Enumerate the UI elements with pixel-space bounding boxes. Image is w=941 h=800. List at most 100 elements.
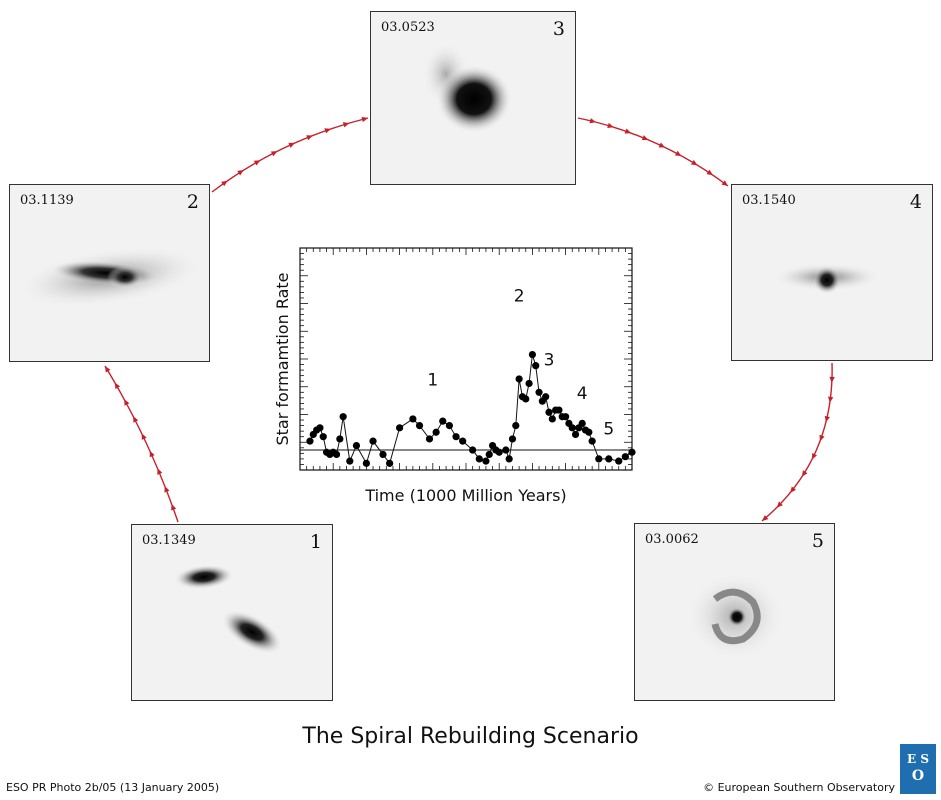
stage-number: 1: [309, 531, 322, 553]
data-point: [362, 459, 370, 467]
data-point: [316, 424, 324, 432]
data-point: [605, 455, 613, 463]
data-point: [535, 388, 543, 396]
arrowhead: [801, 470, 808, 477]
arrowhead: [721, 180, 728, 186]
data-point: [508, 435, 517, 443]
arrowhead: [624, 128, 632, 134]
arrowhead: [141, 433, 147, 440]
data-point: [432, 428, 440, 436]
data-point: [396, 424, 404, 432]
arrowhead: [288, 142, 295, 148]
data-point: [386, 459, 394, 467]
data-point: [571, 430, 580, 439]
data-point: [515, 375, 523, 383]
arrowhead: [253, 160, 261, 166]
data-point: [512, 422, 520, 430]
data-point: [585, 428, 593, 436]
stage-number: 5: [811, 530, 824, 552]
data-point: [505, 455, 513, 463]
stage-annotation: 2: [514, 286, 525, 306]
data-point: [415, 422, 424, 430]
data-point: [332, 450, 341, 459]
data-point: [495, 448, 503, 456]
data-point: [452, 433, 460, 441]
star-formation-chart: 1 2 3 45 Time (1000 Million Years) Star forma…: [273, 247, 636, 505]
y-axis-label: Star formamtion Rate: [273, 272, 292, 445]
data-point: [319, 433, 327, 441]
arrowhead: [306, 135, 313, 141]
arrowhead: [114, 382, 121, 390]
galaxy-image-2: [15, 246, 205, 308]
x-axis-label: Time (1000 Million Years): [364, 486, 566, 505]
arrowhead: [811, 452, 818, 460]
data-point: [482, 457, 490, 465]
data-point: [379, 450, 387, 459]
arrowhead: [124, 399, 130, 406]
data-point: [445, 422, 453, 430]
arrowhead: [827, 396, 834, 403]
data-point: [459, 437, 467, 445]
data-point: [425, 435, 434, 443]
galaxy-panel-3: 03.0523 3: [370, 11, 576, 185]
data-point: [409, 415, 417, 423]
copyright-notice: © European Southern Observatory: [703, 781, 895, 794]
eso-logo-letters: E S: [907, 752, 929, 766]
arrowhead: [361, 116, 368, 123]
galaxy-image-1: [174, 564, 283, 654]
stage-number: 3: [552, 18, 565, 40]
data-point: [578, 419, 586, 427]
arrowhead: [105, 366, 111, 373]
arrowhead: [589, 118, 596, 124]
galaxy-image-4: [772, 263, 882, 294]
data-point: [346, 457, 354, 465]
stage-annotation: 3: [544, 351, 555, 371]
data-point: [475, 455, 483, 463]
data-point: [548, 415, 556, 423]
arrowhead: [149, 450, 155, 458]
data-point: [545, 408, 553, 416]
galaxy-panel-4: 03.1540 4: [731, 184, 933, 361]
arrowhead: [342, 122, 350, 128]
galaxy-id-label: 03.1139: [20, 193, 74, 208]
arrowhead: [237, 170, 244, 176]
stage-annotation: 4: [577, 384, 588, 404]
data-point: [439, 417, 447, 425]
stage-number: 4: [909, 191, 922, 213]
galaxy-image-3: [422, 42, 512, 133]
stage-annotation: 5: [603, 419, 614, 439]
data-point: [306, 437, 314, 445]
arrowhead: [776, 501, 783, 508]
galaxy-panel-2: 03.1139 2: [9, 184, 210, 362]
arrow-1-to-2: [104, 365, 179, 523]
galaxy-id-label: 03.1349: [142, 533, 196, 548]
data-point: [542, 393, 550, 401]
galaxy-id-label: 03.1540: [742, 193, 796, 208]
data-point: [555, 406, 563, 414]
arrowhead: [641, 135, 649, 141]
data-point: [568, 424, 576, 432]
data-point: [485, 450, 493, 459]
arrowhead: [762, 515, 769, 521]
data-point: [352, 441, 361, 450]
arrowhead: [133, 416, 139, 423]
arrowhead: [607, 122, 614, 129]
arrowhead: [270, 151, 278, 157]
galaxy-id-label: 03.0523: [381, 20, 435, 35]
arrowhead: [157, 468, 163, 475]
data-point: [369, 437, 377, 445]
eso-logo: E S O: [900, 744, 936, 794]
plot-frame: [299, 247, 633, 471]
data-point: [628, 448, 636, 456]
data-point: [469, 446, 477, 454]
data-point: [562, 413, 570, 421]
data-point: [339, 413, 347, 421]
arrowhead: [706, 169, 713, 176]
data-point: [336, 435, 344, 443]
data-point: [525, 379, 533, 388]
stage-annotation: 1: [427, 371, 438, 391]
figure-title: The Spiral Rebuilding Scenario: [302, 724, 639, 749]
galaxy-panel-5: 03.0062 5: [634, 523, 835, 701]
arrowhead: [658, 142, 666, 148]
